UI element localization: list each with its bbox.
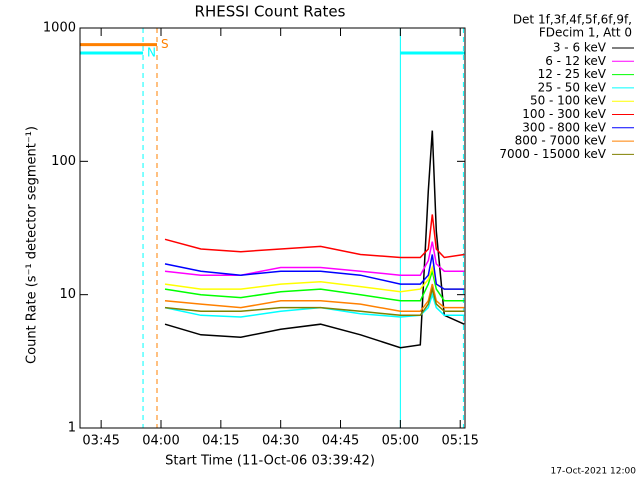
footer: 17-Oct-2021 12:00 [551,467,637,477]
x-tick-label: 04:30 [262,434,299,449]
series-line [164,268,465,302]
series-line [164,286,465,317]
legend-label: 12 - 25 keV [538,67,607,81]
series-line [164,130,465,349]
y-tick-label: 10 [59,287,76,302]
legend-label: 7000 - 15000 keV [499,147,606,161]
series-line [164,214,465,259]
legend-label: 100 - 300 keV [522,107,606,121]
series-line [164,292,465,318]
legend-label: 25 - 50 keV [538,80,607,94]
x-tick-label: 04:45 [322,434,359,449]
flag-label: S [161,37,169,51]
chart-title: RHESSI Count Rates [195,3,346,21]
legend-header: Det 1f,3f,4f,5f,6f,9f, [513,13,632,27]
flag-label: N [147,45,156,59]
x-tick-label: 04:15 [202,434,239,449]
x-tick-label: 05:15 [441,434,478,449]
x-tick-label: 05:00 [382,434,419,449]
x-tick-label: 04:00 [142,434,179,449]
plot-frame [79,27,466,429]
y-tick-label: 1000 [43,21,76,36]
legend-label: 6 - 12 keV [545,54,607,68]
y-tick-label: 100 [51,154,76,169]
legend-header: FDecim 1, Att 0 [539,26,632,40]
series-line [164,283,465,313]
legend-label: 800 - 7000 keV [515,134,607,148]
legend-label: 300 - 800 keV [522,120,606,134]
legend-label: 50 - 100 keV [530,94,607,108]
x-axis-label: Start Time (11-Oct-06 03:39:42) [165,454,375,469]
legend-label: 3 - 6 keV [553,41,607,55]
y-tick-label: 1 [68,421,76,436]
x-tick-label: 03:45 [82,434,119,449]
y-axis-label: Count Rate (s⁻¹ detector segment⁻¹) [25,126,40,364]
series-line [164,254,465,290]
